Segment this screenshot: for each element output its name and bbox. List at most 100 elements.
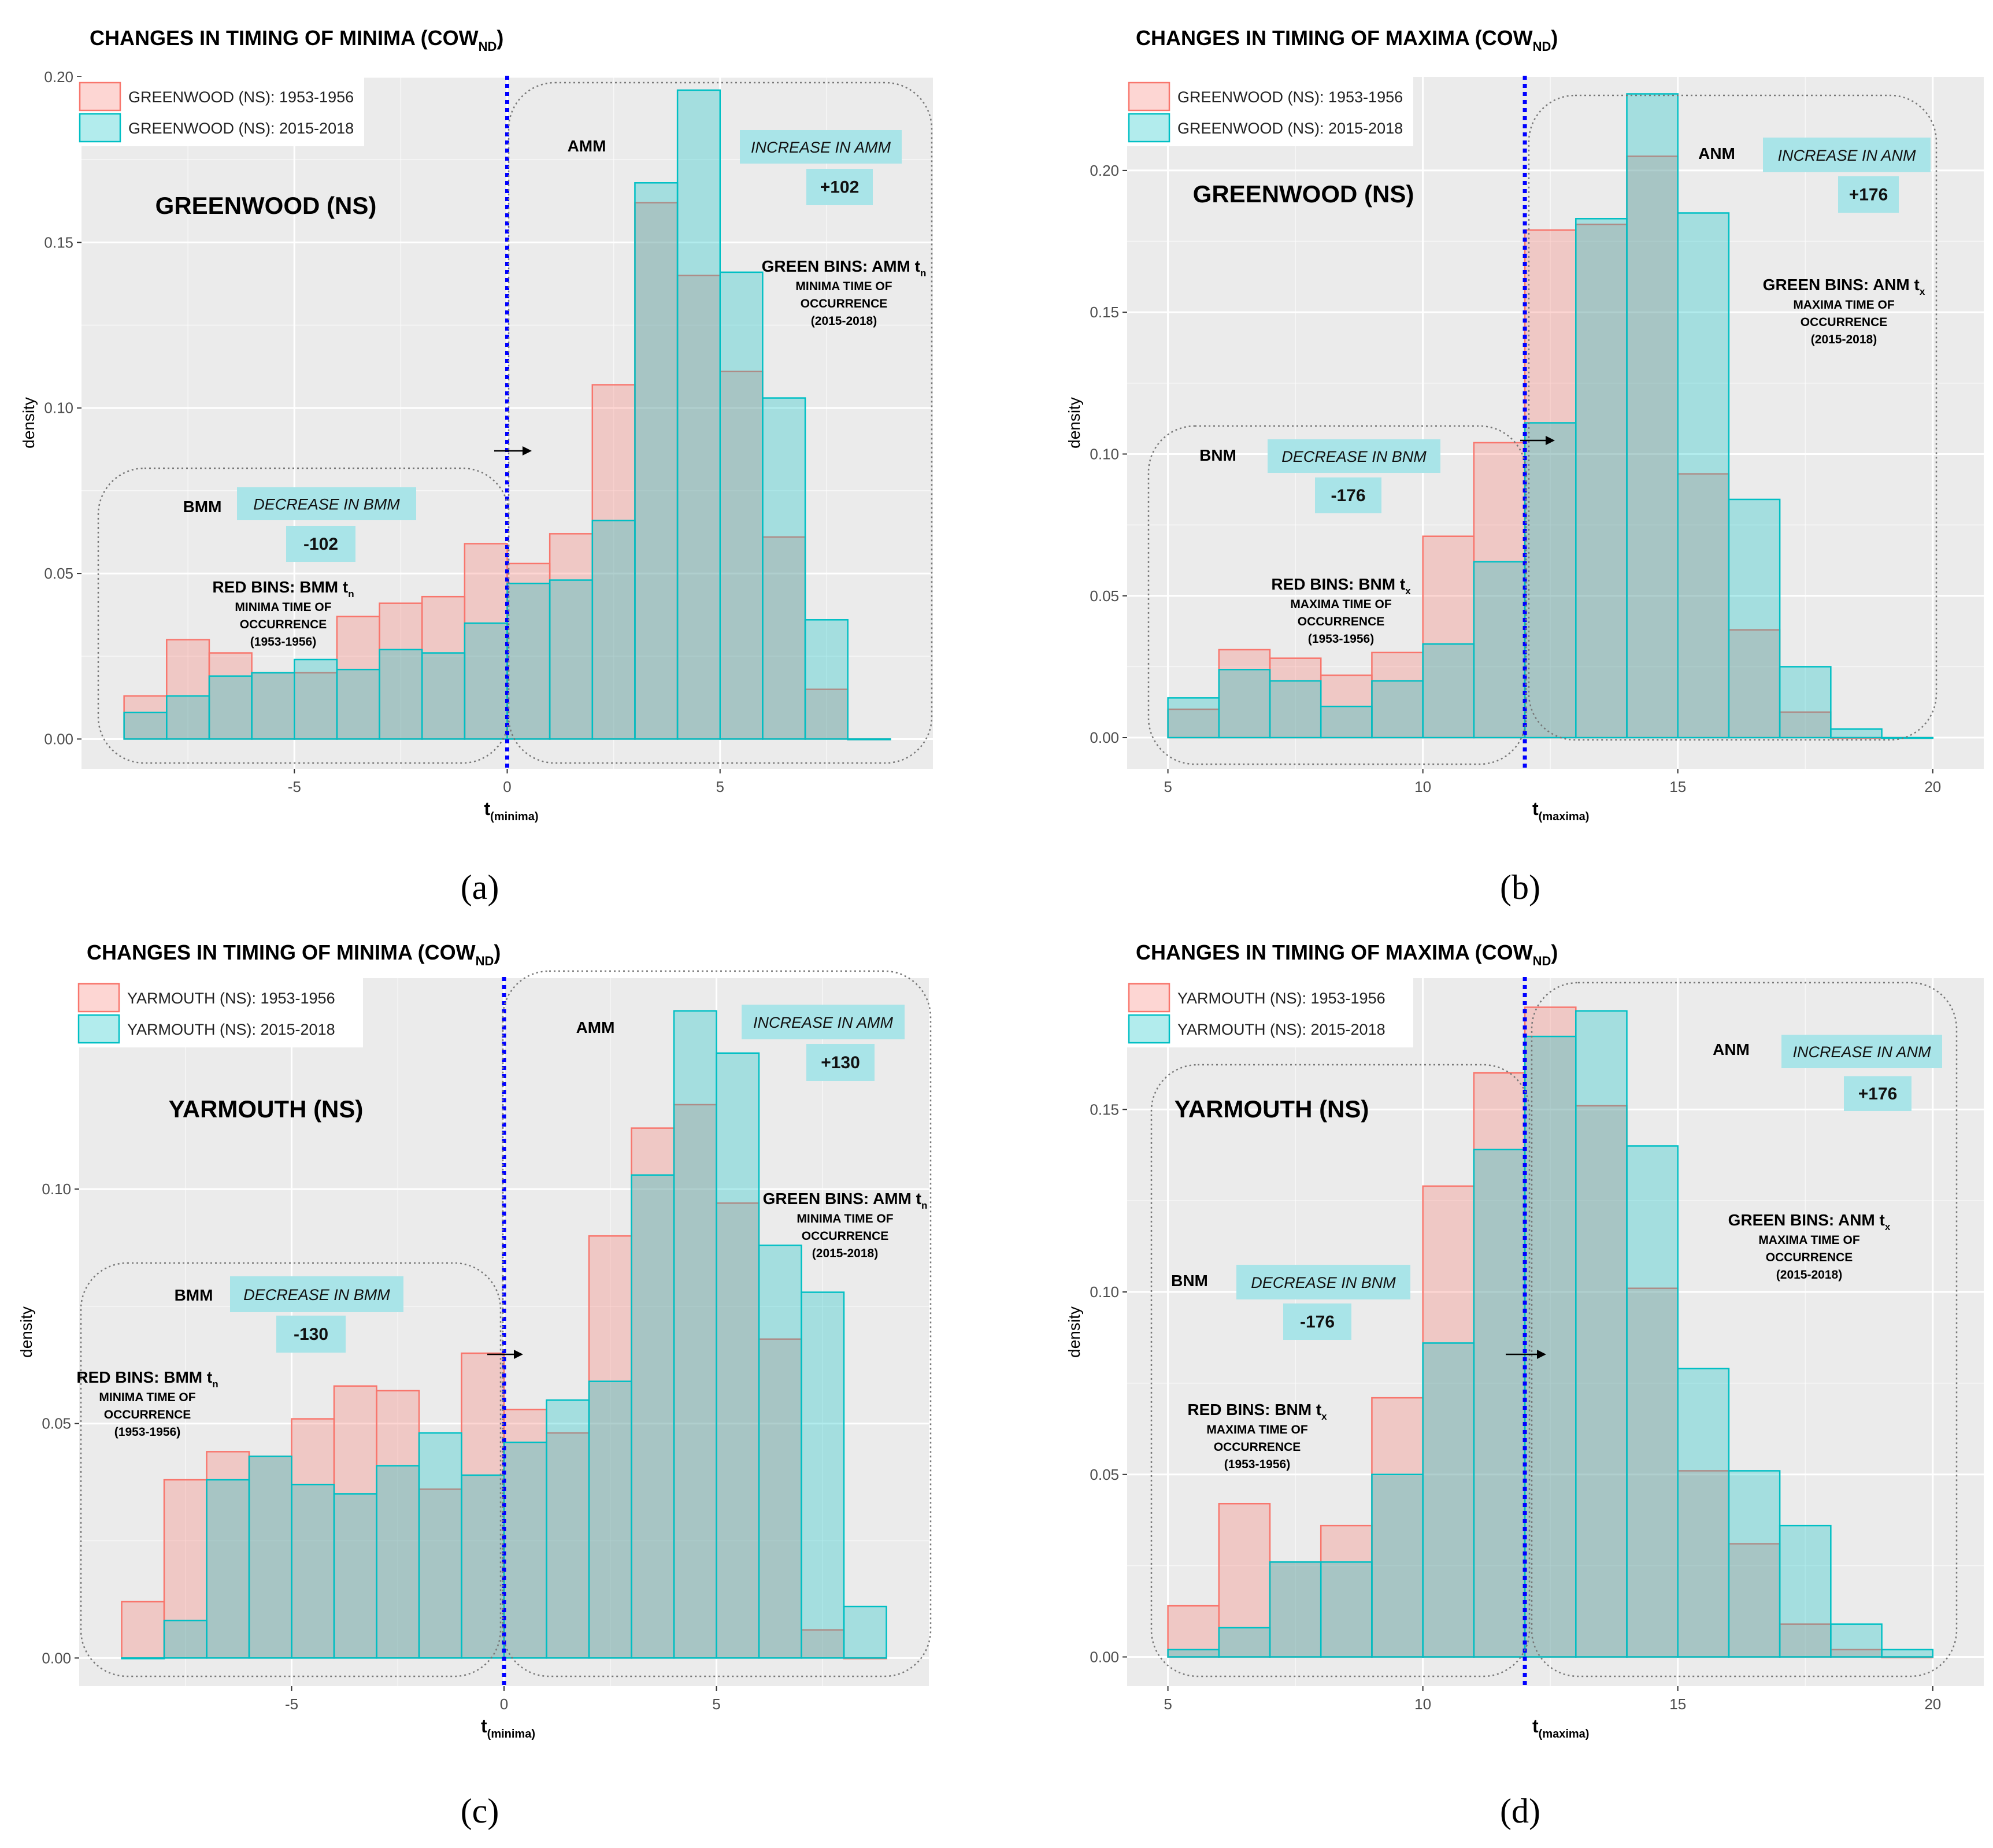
station-label: GREENWOOD (NS) (1193, 180, 1414, 208)
y-tick-label: 0.10 (1090, 1283, 1119, 1301)
panel-tag: (a) (461, 868, 499, 906)
green-bins-note-line: (2015-2018) (811, 314, 877, 328)
before-region-name: BNM (1199, 446, 1236, 464)
histogram-bar (421, 652, 466, 740)
histogram-bar (206, 1479, 250, 1659)
green-bins-note-heading-main: GREEN BINS: AMM t (763, 1190, 921, 1208)
histogram-bar (291, 1483, 335, 1659)
red-bins-note-line: MAXIMA TIME OF (1290, 598, 1392, 611)
panel-c: 0.00 0.05 0.10 -5 0 5 density t(minima) CHANGES … (0, 924, 996, 1847)
histogram-bar (379, 649, 423, 740)
decrease-value: -176 (1300, 1313, 1335, 1332)
histogram-bar (1524, 422, 1577, 739)
increase-value: +102 (820, 178, 860, 197)
x-axis-label-sub: (minima) (490, 810, 538, 823)
chart-svg: 0.00 0.05 0.10 -5 0 5 density t(minima) CHANGES … (17, 940, 932, 1830)
histogram-bar (588, 1380, 632, 1659)
histogram-bar (1218, 669, 1271, 739)
after-region-box (1531, 982, 1958, 1677)
green-bins-note-heading: GREEN BINS: AMM tn (763, 1190, 928, 1211)
before-region-box (80, 1262, 502, 1677)
decrease-value: -176 (1331, 486, 1365, 505)
green-bins-note-line: MINIMA TIME OF (797, 1212, 893, 1225)
increase-label-background (1781, 1035, 1942, 1068)
histogram-bar (418, 1488, 462, 1659)
chart-title: CHANGES IN TIMING OF MINIMA (COWND) (90, 26, 503, 54)
histogram-bar (506, 562, 551, 740)
y-axis-label: density (1065, 397, 1083, 449)
histogram-bar (421, 595, 466, 740)
green-bins-note-line: MAXIMA TIME OF (1793, 298, 1895, 312)
red-bins-note-line: OCCURRENCE (104, 1408, 191, 1421)
legend: GREENWOOD (NS): 1953-1956 GREENWOOD (NS):… (75, 77, 364, 146)
red-bins-note-heading: RED BINS: BMM tn (76, 1368, 218, 1390)
red-bins-note-line: OCCURRENCE (1214, 1440, 1301, 1454)
decrease-value: -102 (303, 535, 338, 554)
panel-tag: (d) (1500, 1792, 1540, 1830)
red-bins-note-heading: RED BINS: BNM tx (1187, 1401, 1327, 1422)
increase-label: INCREASE IN AMM (751, 139, 891, 156)
red-bins-note-heading-sub: x (1405, 586, 1411, 597)
chart-svg: 0.00 0.05 0.10 0.15 0.20 -5 0 5 density t(minima)… (20, 26, 933, 906)
histogram-bar (546, 1399, 590, 1659)
legend-key (77, 1014, 120, 1044)
y-tick-label: 0.05 (42, 1415, 71, 1432)
chart-title-end: ) (1551, 26, 1558, 50)
histogram-bar (1728, 1543, 1781, 1658)
y-axis-label: density (17, 1306, 35, 1358)
histogram-bar (503, 1441, 547, 1659)
chart-title-sub: ND (1533, 954, 1551, 968)
red-bins-note-heading: RED BINS: BMM tn (212, 578, 354, 599)
histogram-bar (166, 639, 210, 740)
after-region-name: AMM (568, 137, 606, 155)
green-bins-note-heading: GREEN BINS: AMM tn (762, 257, 927, 279)
histogram-bar (549, 579, 594, 740)
histogram-bar (418, 1432, 462, 1659)
shift-arrow-icon (1537, 1350, 1546, 1359)
green-bins-note-line: OCCURRENCE (802, 1229, 889, 1243)
green-bins-note-line: (2015-2018) (1811, 333, 1877, 346)
chart-svg: 0.00 0.05 0.10 0.15 5 10 15 20 density t(maxima) C… (1065, 940, 1984, 1830)
histogram-bar (1575, 1105, 1628, 1658)
chart-title-end: ) (1551, 940, 1558, 964)
histogram-bar (673, 1103, 717, 1659)
legend-background (75, 77, 364, 146)
x-axis-label: t(minima) (481, 1716, 535, 1740)
legend-label: GREENWOOD (NS): 1953-1956 (128, 88, 354, 106)
histogram-bar (676, 275, 721, 740)
after-region-name: AMM (576, 1019, 615, 1036)
after-region-name: ANM (1713, 1040, 1750, 1058)
x-tick-label: 0 (503, 778, 511, 795)
histogram-bar (758, 1338, 802, 1659)
histogram-bar (461, 1352, 505, 1659)
histogram-bar (1422, 643, 1475, 739)
histogram-bar (1371, 680, 1424, 739)
histogram-bar (762, 397, 806, 740)
red-bins-note-line: (1953-1956) (114, 1425, 180, 1439)
panel-a: 0.00 0.05 0.10 0.15 0.20 -5 0 5 density t(minima)… (0, 0, 996, 924)
histogram-bar (1575, 1010, 1628, 1658)
histogram-bar (1626, 93, 1679, 739)
histogram-bar (843, 1605, 887, 1659)
station-label: YARMOUTH (NS) (1175, 1095, 1369, 1123)
legend-key (1128, 82, 1170, 112)
y-tick-label: 0.10 (44, 399, 73, 417)
histogram-bar (1167, 697, 1220, 739)
after-region-name: ANM (1698, 145, 1735, 162)
histogram-bar (121, 1601, 165, 1659)
histogram-bar (1626, 1145, 1679, 1658)
increase-value: +176 (1858, 1084, 1898, 1103)
x-axis-label-main: t (484, 798, 491, 819)
x-tick-label: 10 (1414, 1695, 1431, 1713)
histogram-bar (1728, 498, 1781, 739)
histogram-bar (1269, 1561, 1322, 1658)
legend-key (1128, 113, 1170, 143)
y-axis-label: density (20, 397, 38, 449)
decrease-label-background (1268, 439, 1440, 473)
histogram-bar (123, 712, 168, 740)
red-bins-note-heading: RED BINS: BNM tx (1271, 575, 1411, 597)
histogram-bar (336, 668, 380, 740)
histogram-bar (716, 1202, 760, 1659)
histogram-bar (588, 1235, 632, 1659)
green-bins-note-line: MAXIMA TIME OF (1758, 1234, 1860, 1247)
